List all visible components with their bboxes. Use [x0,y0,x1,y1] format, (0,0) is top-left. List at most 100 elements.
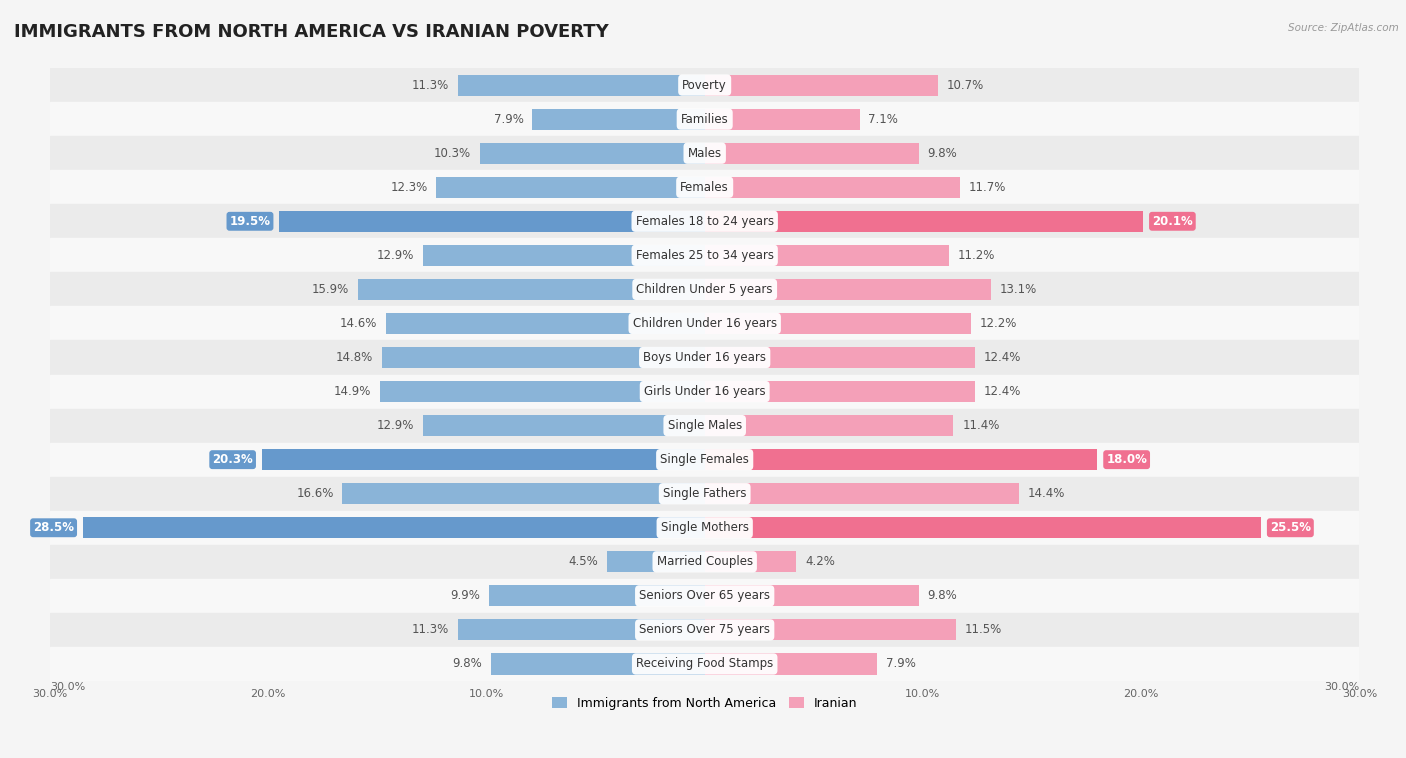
Text: 14.9%: 14.9% [333,385,371,398]
Bar [704,585,918,606]
Text: 25.5%: 25.5% [1270,522,1310,534]
Bar [51,306,1360,340]
Text: Single Males: Single Males [668,419,742,432]
Text: 13.1%: 13.1% [1000,283,1036,296]
Bar [704,381,976,402]
Bar [382,347,704,368]
Text: 28.5%: 28.5% [34,522,75,534]
Text: Females 18 to 24 years: Females 18 to 24 years [636,215,773,228]
Text: 11.3%: 11.3% [412,79,450,92]
Bar [387,313,704,334]
Text: 12.4%: 12.4% [984,385,1021,398]
Text: 9.9%: 9.9% [450,590,479,603]
Bar [704,483,1019,504]
Text: Poverty: Poverty [682,79,727,92]
Text: 12.9%: 12.9% [377,249,415,262]
Bar [51,374,1360,409]
Text: 18.0%: 18.0% [1107,453,1147,466]
Text: 19.5%: 19.5% [229,215,270,228]
Text: 30.0%: 30.0% [51,682,86,692]
Text: Children Under 16 years: Children Under 16 years [633,317,776,330]
Bar [51,68,1360,102]
Text: Single Females: Single Females [661,453,749,466]
Bar [343,483,704,504]
Text: 12.4%: 12.4% [984,351,1021,364]
Text: Families: Families [681,113,728,126]
Text: 14.4%: 14.4% [1028,487,1064,500]
Text: 10.3%: 10.3% [434,147,471,160]
Text: 12.9%: 12.9% [377,419,415,432]
Bar [357,279,704,300]
Text: 16.6%: 16.6% [297,487,333,500]
Bar [704,551,796,572]
Bar [704,74,938,96]
Bar [704,619,956,641]
Bar [704,415,953,436]
Bar [491,653,704,675]
Text: Females: Females [681,180,730,194]
Text: 11.7%: 11.7% [969,180,1007,194]
Bar [51,204,1360,238]
Bar [423,245,704,266]
Bar [704,108,859,130]
Text: Seniors Over 75 years: Seniors Over 75 years [640,623,770,637]
Text: 9.8%: 9.8% [928,147,957,160]
Text: Males: Males [688,147,721,160]
Bar [458,619,704,641]
Bar [479,143,704,164]
Text: IMMIGRANTS FROM NORTH AMERICA VS IRANIAN POVERTY: IMMIGRANTS FROM NORTH AMERICA VS IRANIAN… [14,23,609,41]
Text: 11.5%: 11.5% [965,623,1001,637]
Bar [51,136,1360,171]
Bar [704,245,949,266]
Text: 7.1%: 7.1% [869,113,898,126]
Text: 14.8%: 14.8% [336,351,373,364]
Bar [704,279,991,300]
Text: 4.2%: 4.2% [806,556,835,568]
Text: 12.2%: 12.2% [980,317,1017,330]
Text: Source: ZipAtlas.com: Source: ZipAtlas.com [1288,23,1399,33]
Bar [51,477,1360,511]
Text: 11.3%: 11.3% [412,623,450,637]
Bar [51,545,1360,579]
Text: 14.6%: 14.6% [340,317,377,330]
Bar [51,340,1360,374]
Text: Girls Under 16 years: Girls Under 16 years [644,385,765,398]
Bar [51,579,1360,613]
Text: Single Mothers: Single Mothers [661,522,749,534]
Text: Seniors Over 65 years: Seniors Over 65 years [640,590,770,603]
Text: Married Couples: Married Couples [657,556,752,568]
Bar [51,511,1360,545]
Bar [704,347,976,368]
Bar [704,211,1143,232]
Text: 20.1%: 20.1% [1152,215,1192,228]
Bar [380,381,704,402]
Bar [51,272,1360,306]
Bar [704,177,960,198]
Text: 12.3%: 12.3% [391,180,427,194]
Text: 10.7%: 10.7% [946,79,984,92]
Bar [51,171,1360,204]
Bar [458,74,704,96]
Bar [489,585,704,606]
Text: 11.2%: 11.2% [957,249,995,262]
Text: 15.9%: 15.9% [312,283,349,296]
Text: 9.8%: 9.8% [928,590,957,603]
Bar [51,647,1360,681]
Bar [51,102,1360,136]
Text: 9.8%: 9.8% [453,657,482,671]
Bar [262,449,704,470]
Text: Children Under 5 years: Children Under 5 years [637,283,773,296]
Bar [606,551,704,572]
Bar [280,211,704,232]
Bar [436,177,704,198]
Text: 11.4%: 11.4% [962,419,1000,432]
Bar [704,449,1098,470]
Text: Single Fathers: Single Fathers [664,487,747,500]
Text: Boys Under 16 years: Boys Under 16 years [643,351,766,364]
Bar [51,613,1360,647]
Bar [423,415,704,436]
Bar [51,409,1360,443]
Text: 4.5%: 4.5% [568,556,598,568]
Text: Receiving Food Stamps: Receiving Food Stamps [636,657,773,671]
Bar [533,108,704,130]
